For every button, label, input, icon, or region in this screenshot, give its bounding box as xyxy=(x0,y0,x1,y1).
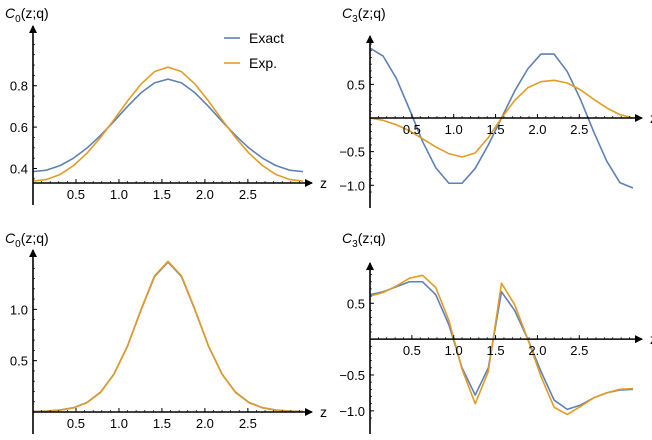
x-tick-label: 0.5 xyxy=(403,122,421,137)
y-tick-label: 1.0 xyxy=(10,302,28,317)
y-tick-label: 0.6 xyxy=(10,120,28,135)
y-tick-label: −1.0 xyxy=(339,178,365,193)
y-tick-label: 0.8 xyxy=(10,79,28,94)
x-tick-label: 0.5 xyxy=(67,187,85,202)
x-tick-label: 2.0 xyxy=(196,187,214,202)
y-tick-label: −0.5 xyxy=(339,368,365,383)
x-axis-label: z xyxy=(320,404,327,420)
x-tick-label: 0.5 xyxy=(67,416,85,431)
x-tick-label: 2.0 xyxy=(528,122,546,137)
panel-4: 0.5 1.0 1.5 2.0 2.5 −1.0 −0.5 0.5 z C3(z;q) xyxy=(339,230,652,434)
x-tick-label: 2.0 xyxy=(528,343,546,358)
x-tick-label: 2.5 xyxy=(570,343,588,358)
x-axis-label: z xyxy=(650,331,652,347)
series-line-exp xyxy=(32,260,304,413)
x-tick-label: 2.0 xyxy=(196,416,214,431)
panel-1: 0.5 1.0 1.5 2.0 2.5 0.4 0.6 0.8 z C0(z;q) xyxy=(5,5,327,205)
y-axis-label: C0(z;q) xyxy=(5,5,49,25)
legend-label-exact: Exact xyxy=(249,30,284,46)
x-tick-label: 1.5 xyxy=(487,122,505,137)
x-tick-label: 2.5 xyxy=(239,416,257,431)
x-tick-label: 1.0 xyxy=(445,343,463,358)
x-tick-label: 1.5 xyxy=(487,343,505,358)
series-line-exact xyxy=(32,78,304,173)
legend-label-exp: Exp. xyxy=(249,55,277,71)
x-tick-label: 1.5 xyxy=(153,416,171,431)
y-axis-label: C3(z;q) xyxy=(342,5,386,25)
y-tick-label: 0.4 xyxy=(10,162,28,177)
y-tick-label: 0.5 xyxy=(347,77,365,92)
y-tick-label: 0.5 xyxy=(347,296,365,311)
x-tick-label: 0.5 xyxy=(403,343,421,358)
x-axis-label: z xyxy=(320,175,327,191)
series-line-exp xyxy=(369,274,634,416)
panel-2: 0.5 1.0 1.5 2.0 2.5 −1.0 −0.5 0.5 z C3(z;q) xyxy=(339,5,652,208)
series-line-exact xyxy=(32,261,304,413)
x-tick-label: 2.5 xyxy=(570,122,588,137)
panels-group: 0.5 1.0 1.5 2.0 2.5 0.4 0.6 0.8 z C0(z;q) 0.5 1.0 1.… xyxy=(5,5,652,434)
series-line-exp xyxy=(32,66,304,182)
y-axis-label: C3(z;q) xyxy=(342,230,386,250)
x-tick-label: 1.0 xyxy=(445,122,463,137)
x-tick-label: 1.0 xyxy=(110,187,128,202)
x-tick-label: 1.0 xyxy=(110,416,128,431)
panel-3: 0.5 1.0 1.5 2.0 2.5 0.5 1.0 z C0(z;q) xyxy=(5,230,327,434)
x-axis-label: z xyxy=(650,110,652,126)
y-tick-label: −0.5 xyxy=(339,145,365,160)
x-tick-label: 1.5 xyxy=(153,187,171,202)
y-tick-label: −1.0 xyxy=(339,404,365,419)
x-tick-label: 2.5 xyxy=(239,187,257,202)
y-tick-label: 0.5 xyxy=(10,354,28,369)
y-axis-label: C0(z;q) xyxy=(5,230,49,250)
legend: Exact Exp. xyxy=(224,30,284,71)
